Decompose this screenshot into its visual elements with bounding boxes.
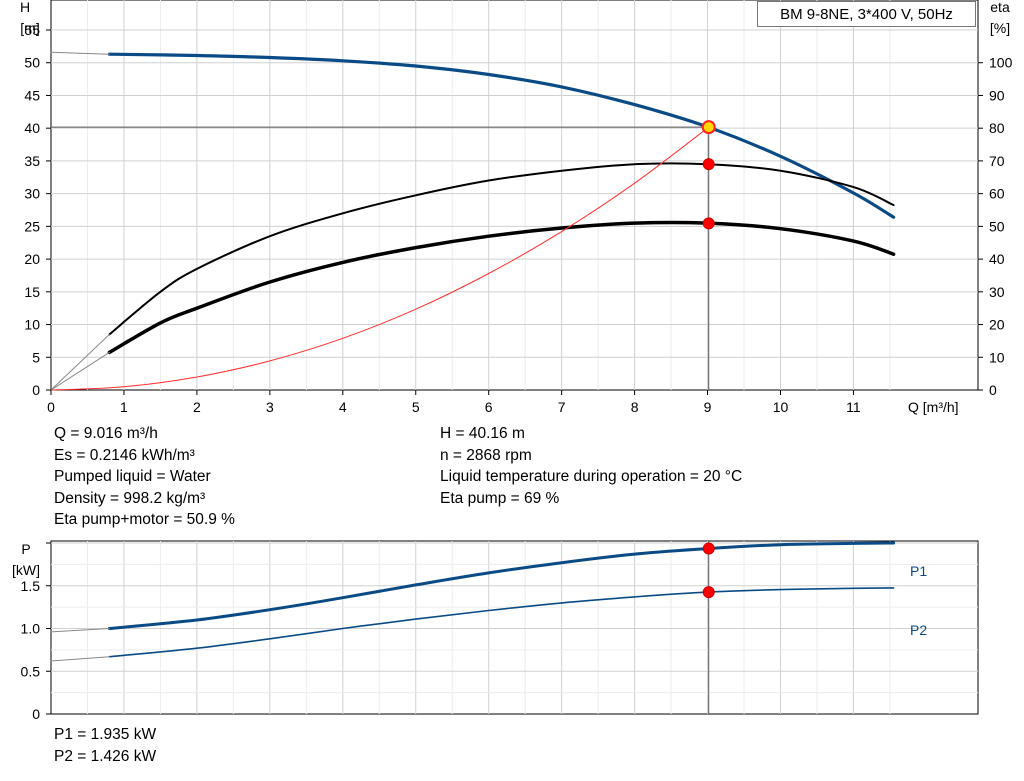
P1-extension-curve — [50, 628, 110, 633]
q-tick-label: 2 — [193, 399, 201, 415]
P2-extension-curve — [50, 656, 110, 662]
info-flow: Q = 9.016 m³/h — [54, 425, 158, 442]
h-tick-label: 20 — [24, 251, 40, 267]
power-tick-label: 1.0 — [21, 621, 41, 637]
q-tick-label: 11 — [846, 399, 861, 415]
pump-title-box: BM 9-8NE, 3*400 V, 50Hz — [757, 1, 976, 27]
eta-pump-curve — [108, 162, 895, 336]
q-tick-label: 9 — [704, 399, 712, 415]
eta-tick-label: 100 — [989, 55, 1013, 71]
eta-tick-label: 80 — [989, 120, 1005, 136]
power-y-label-line2: [kW] — [12, 562, 40, 578]
system-curve-curve — [50, 126, 710, 391]
p2-series-label: P2 — [910, 622, 927, 638]
h-tick-label: 5 — [32, 349, 40, 365]
P1-curve — [107, 541, 896, 630]
qh-y-label-line2: [m] — [20, 20, 39, 36]
q-tick-label: 7 — [558, 399, 566, 415]
eta-tick-label: 70 — [989, 153, 1005, 169]
h-tick-label: 40 — [24, 120, 40, 136]
p1-series-label: P1 — [910, 563, 927, 579]
q-tick-label: 0 — [47, 399, 55, 415]
eta-pump-motor-curve — [107, 220, 896, 355]
eta-y-label-line2: [%] — [990, 20, 1010, 36]
power-y-label-line1: P — [21, 541, 30, 557]
eta-tick-label: 30 — [989, 284, 1005, 300]
eta-tick-label: 60 — [989, 186, 1005, 202]
h-tick-label: 50 — [24, 55, 40, 71]
h-tick-label: 0 — [32, 382, 40, 398]
power-tick-label: 1.5 — [21, 578, 41, 594]
info-p2: P2 = 1.426 kW — [54, 747, 157, 765]
eta-tick-label: 40 — [989, 251, 1005, 267]
eta-extension-2-curve — [50, 351, 110, 391]
eta-y-label-line1: eta — [990, 0, 1010, 15]
eta-tick-label: 10 — [989, 349, 1005, 365]
info-eta-pump-motor: Eta pump+motor = 50.9 % — [54, 511, 235, 528]
q-tick-label: 5 — [412, 399, 420, 415]
info-liquid-temperature: Liquid temperature during operation = 20… — [440, 468, 743, 485]
eta-tick-label: 90 — [989, 87, 1005, 103]
h-tick-label: 30 — [24, 186, 40, 202]
power-tick-label: 0 — [32, 706, 40, 722]
power-plot-frame — [50, 540, 979, 715]
info-specific-energy: Es = 0.2146 kWh/m³ — [54, 446, 195, 464]
info-density: Density = 998.2 kg/m³ — [54, 489, 206, 507]
info-speed: n = 2868 rpm — [440, 446, 532, 464]
power-duty-marker-2 — [702, 586, 715, 599]
qh-y-label-line1: H — [20, 0, 30, 15]
q-tick-label: 1 — [120, 399, 128, 415]
info-p1: P1 = 1.935 kW — [54, 726, 157, 743]
h-tick-label: 15 — [24, 284, 40, 300]
h-tick-label: 35 — [24, 153, 40, 169]
power-grid — [50, 540, 979, 715]
h-tick-label: 25 — [24, 218, 40, 234]
eta-duty-marker-2 — [702, 217, 715, 230]
eta-tick-label: 20 — [989, 317, 1005, 333]
power-series — [50, 541, 896, 714]
eta-duty-marker-1 — [702, 158, 715, 171]
q-tick-label: 4 — [339, 399, 347, 415]
info-right-block: H = 40.16 m n = 2868 rpm Liquid temperat… — [440, 423, 742, 509]
q-tick-label: 10 — [773, 399, 789, 415]
q-x-label: Q [m³/h] — [908, 399, 959, 415]
eta-tick-label: 50 — [989, 218, 1005, 234]
q-tick-label: 6 — [485, 399, 493, 415]
q-tick-label: 8 — [631, 399, 639, 415]
qh-axes: 0 1 2 3 4 5 6 7 8 9 10 1105101520253035404550550102… — [24, 22, 1012, 415]
info-head: H = 40.16 m — [440, 425, 525, 442]
eta-tick-label: 0 — [989, 382, 997, 398]
qh-series — [50, 51, 896, 391]
info-pumped-liquid: Pumped liquid = Water — [54, 468, 211, 485]
qh-grid — [50, 0, 979, 391]
h-tick-label: 55 — [24, 22, 40, 38]
h-tick-label: 10 — [24, 317, 40, 333]
power-duty-marker-1 — [702, 542, 715, 555]
info-left-block: Q = 9.016 m³/h Es = 0.2146 kWh/m³ Pumped… — [54, 423, 235, 531]
head-extension-curve — [50, 51, 110, 55]
power-axes: 0 0.5 1.0 1.5 — [21, 542, 51, 722]
h-tick-label: 45 — [24, 87, 40, 103]
power-values-block: P1 = 1.935 kW P2 = 1.426 kW — [54, 724, 156, 767]
info-eta-pump: Eta pump = 69 % — [440, 489, 560, 507]
eta-extension-1-curve — [50, 333, 110, 391]
power-tick-label: 0.5 — [21, 663, 41, 679]
qh-plot-frame — [50, 0, 979, 391]
q-tick-label: 3 — [266, 399, 274, 415]
head-curve — [107, 52, 896, 219]
operating-point-marker — [701, 120, 716, 135]
P2-curve — [108, 587, 895, 658]
